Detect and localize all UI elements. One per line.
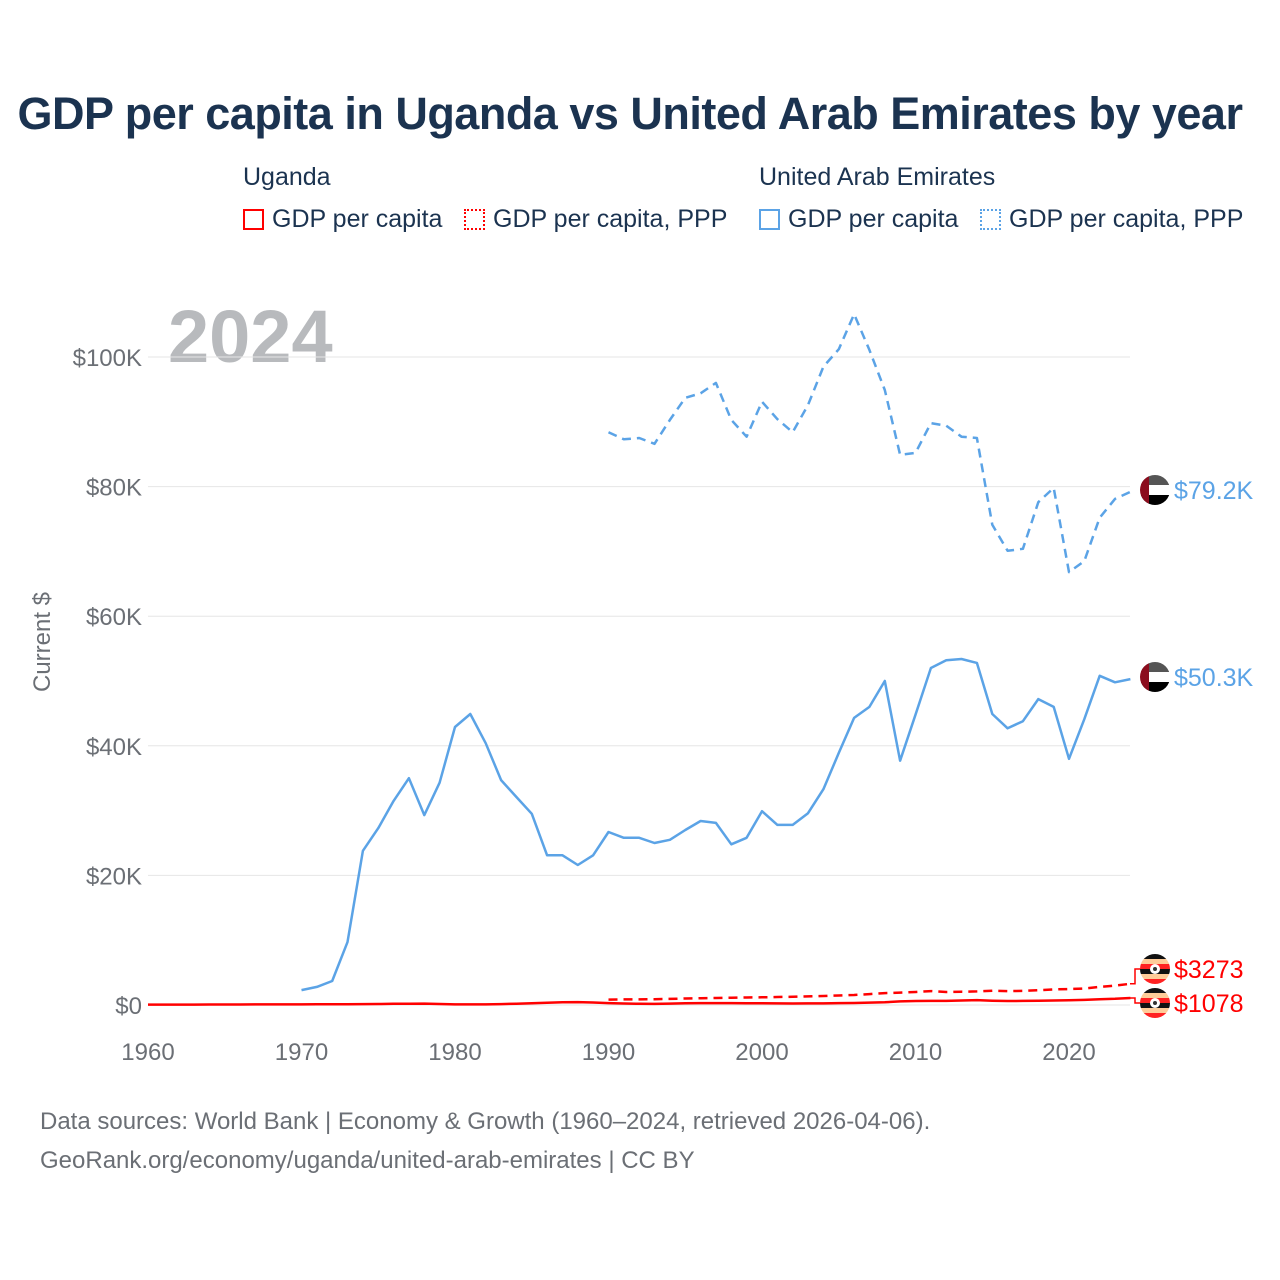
y-axis-label: Current $ — [29, 592, 56, 692]
y-tick-label: $20K — [86, 863, 142, 890]
flag-stripe — [1140, 672, 1170, 682]
flag-body — [1140, 988, 1170, 1018]
legend-swatch — [464, 209, 485, 230]
legend-swatch — [980, 209, 1001, 230]
flag-crane — [1153, 1001, 1157, 1005]
x-tick-label: 2020 — [1042, 1039, 1095, 1066]
flag-stripe — [1140, 959, 1170, 964]
x-tick-label: 1990 — [582, 1039, 635, 1066]
flag-stripe — [1140, 988, 1170, 993]
flag-stripe — [1140, 979, 1170, 984]
uae-flag-icon — [1140, 475, 1170, 505]
flag-crane — [1153, 967, 1157, 971]
x-tick-label: 1960 — [121, 1039, 174, 1066]
legend-label: GDP per capita — [788, 205, 959, 233]
x-tick-label: 1970 — [275, 1039, 328, 1066]
y-tick-label: $100K — [73, 345, 142, 372]
flag-stripe — [1140, 974, 1170, 979]
uganda-flag-icon — [1140, 954, 1170, 984]
legend-uganda-ppp[interactable]: GDP per capita, PPP — [464, 205, 727, 234]
chart-title: GDP per capita in Uganda vs United Arab … — [17, 88, 1243, 139]
x-tick-label: 1980 — [428, 1039, 481, 1066]
connector-line — [1130, 997, 1142, 1004]
legend-label: GDP per capita — [272, 205, 443, 233]
year-label: 2024 — [168, 295, 333, 378]
x-tick-label: 2000 — [735, 1039, 788, 1066]
flag-stripe — [1140, 954, 1170, 959]
flag-stripe — [1140, 485, 1170, 495]
end-value-label: $1078 — [1174, 990, 1244, 1018]
flag-stripe — [1140, 662, 1170, 672]
uganda-flag-icon — [1140, 988, 1170, 1018]
series-line — [301, 657, 1131, 992]
flag-stripe — [1140, 475, 1149, 505]
y-tick-label: $40K — [86, 734, 142, 761]
x-tick-label: 2010 — [889, 1039, 942, 1066]
uae-flag-icon — [1140, 662, 1170, 692]
legend-uae-gdp[interactable]: GDP per capita — [759, 205, 958, 234]
flag-stripe — [1140, 1008, 1170, 1013]
flag-stripe — [1140, 495, 1170, 505]
flag-stripe — [1140, 1013, 1170, 1018]
legend-group-uae: United Arab Emirates — [759, 163, 996, 191]
y-tick-label: $60K — [86, 604, 142, 631]
footer-sources: Data sources: World Bank | Economy & Gro… — [40, 1108, 931, 1135]
flag-stripe — [1140, 682, 1170, 692]
series-line — [148, 996, 1131, 1006]
flag-stripe — [1140, 662, 1149, 692]
flag-body — [1140, 475, 1170, 505]
end-value-label: $50.3K — [1174, 664, 1254, 692]
legend-swatch — [759, 209, 780, 230]
flag-body — [1140, 954, 1170, 984]
legend-uae-ppp[interactable]: GDP per capita, PPP — [980, 205, 1243, 234]
y-tick-label: $0 — [115, 993, 142, 1020]
legend-label: GDP per capita, PPP — [493, 205, 728, 233]
end-value-label: $3273 — [1174, 956, 1244, 984]
legend-group-uganda: Uganda — [243, 163, 331, 191]
end-value-label: $79.2K — [1174, 477, 1254, 505]
flag-stripe — [1140, 475, 1170, 485]
flag-stripe — [1140, 993, 1170, 998]
series-line — [608, 982, 1131, 1001]
y-tick-label: $80K — [86, 475, 142, 502]
series-line — [607, 312, 1131, 574]
legend-label: GDP per capita, PPP — [1009, 205, 1244, 233]
flag-body — [1140, 662, 1170, 692]
footer-link[interactable]: GeoRank.org/economy/uganda/united-arab-e… — [40, 1147, 695, 1174]
legend-uganda-gdp[interactable]: GDP per capita — [243, 205, 442, 234]
legend-swatch — [243, 209, 264, 230]
connector-line — [1130, 968, 1142, 985]
